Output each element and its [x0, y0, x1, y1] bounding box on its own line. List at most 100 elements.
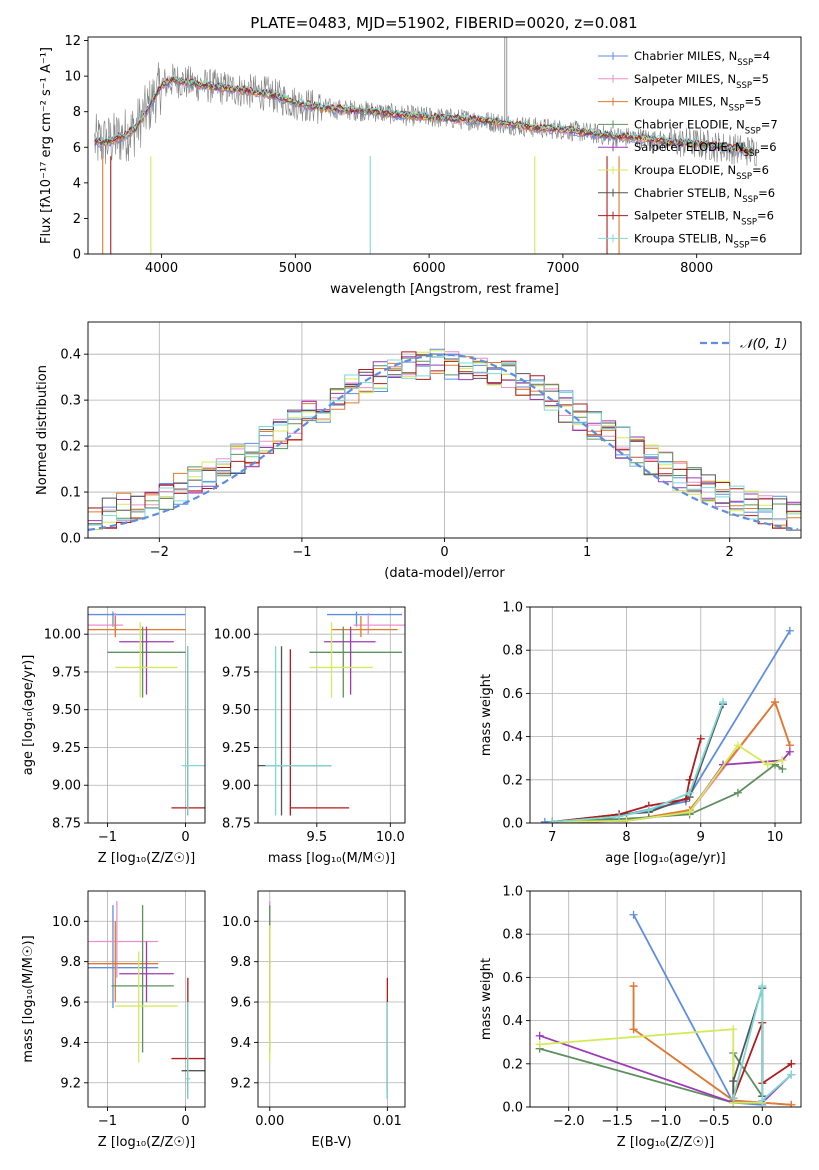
weight-point-marker — [787, 1070, 796, 1079]
y-axis-label: mass [log₁₀(M/M☉)] — [21, 935, 36, 1062]
y-tick-label: 9.50 — [52, 703, 81, 718]
x-tick-label: 7 — [548, 830, 556, 845]
x-tick-label: −1 — [292, 545, 311, 560]
weight-point-marker — [729, 1077, 738, 1086]
y-tick-label: 10.00 — [44, 628, 81, 643]
y-tick-label: 0.0 — [60, 532, 81, 547]
residuals-panel: −2 −1 0 1 2 0.0 0.1 0.2 0.3 0.4 (data-model)/error… — [35, 321, 802, 581]
y-axis-label: age [log₁₀(age/yr)] — [21, 655, 36, 776]
x-tick-label: −2.0 — [553, 1114, 585, 1129]
weight-point-marker — [729, 1094, 738, 1103]
weight-point-marker — [685, 775, 694, 784]
x-tick-label: −1.5 — [601, 1114, 633, 1129]
legend-label: 𝒩(0, 1) — [740, 337, 787, 352]
y-tick-label: 0.2 — [60, 440, 81, 455]
plot-frame — [257, 890, 406, 1108]
y-tick-label: 9.2 — [60, 1076, 81, 1091]
plot-frame — [257, 606, 406, 824]
weight-point-marker — [685, 808, 694, 817]
age-vs-Z-panel: −1 0 8.75 9.00 9.25 9.50 9.75 10.00 Z [log₁₀(Z/Z… — [21, 606, 206, 866]
x-tick-label: 10.0 — [376, 830, 405, 845]
weight-point-marker — [535, 1040, 544, 1049]
weight-series-line — [552, 701, 724, 823]
legend-label: Kroupa STELIB, NSSP=6 — [634, 231, 766, 250]
x-tick-label: 10 — [767, 830, 784, 845]
y-tick-label: 9.25 — [222, 741, 251, 756]
x-tick-label: −2 — [150, 545, 169, 560]
x-tick-label: 4000 — [145, 261, 178, 276]
histogram-step — [88, 351, 801, 538]
y-axis-label: Flux [fλ10⁻¹⁷ erg cm⁻² s⁻¹ A⁻¹] — [39, 47, 54, 244]
y-tick-label: 12 — [64, 34, 81, 49]
legend-label: Kroupa MILES, NSSP=5 — [634, 95, 761, 114]
y-tick-label: 9.00 — [52, 779, 81, 794]
spectrum-panel: 4000 5000 6000 7000 8000 0 2 4 6 8 10 12 wavelength … — [39, 34, 802, 297]
x-tick-label: 0.00 — [255, 1114, 284, 1129]
legend-label: Chabrier ELODIE, NSSP=7 — [634, 117, 778, 136]
y-tick-label: 4 — [73, 176, 81, 191]
weight-point-marker — [696, 734, 705, 743]
legend-label: Chabrier STELIB, NSSP=6 — [634, 186, 775, 205]
y-tick-label: 1.0 — [502, 885, 523, 900]
x-tick-label: 5000 — [279, 261, 312, 276]
x-tick-label: −1 — [98, 830, 117, 845]
x-tick-label: 8 — [622, 830, 630, 845]
weight-point-marker — [622, 816, 631, 823]
weight-point-marker — [615, 812, 624, 821]
weight-series-line — [552, 743, 783, 823]
x-axis-label: Z [log₁₀(Z/Z☉)] — [98, 1135, 195, 1150]
weight-vs-age-panel: 7 8 9 10 0.0 0.2 0.4 0.6 0.8 1.0 age [log₁₀(age/yr… — [479, 601, 802, 866]
y-tick-label: 0.0 — [502, 1101, 523, 1116]
y-tick-label: 9.2 — [230, 1076, 251, 1091]
legend-label: Salpeter ELODIE, NSSP=6 — [634, 140, 777, 159]
x-tick-label: 6000 — [413, 261, 446, 276]
weight-point-marker — [758, 1096, 767, 1105]
y-tick-label: 10.00 — [214, 628, 251, 643]
weight-point-marker — [785, 626, 794, 635]
weight-point-marker — [548, 817, 557, 823]
weight-point-marker — [685, 788, 694, 797]
y-tick-label: 9.8 — [60, 955, 81, 970]
weight-series-line — [552, 763, 783, 823]
model-spectrum-line — [94, 77, 754, 155]
y-tick-label: 8 — [73, 105, 81, 120]
y-tick-label: 0 — [73, 248, 81, 263]
y-tick-label: 10.0 — [222, 915, 251, 930]
y-tick-label: 9.6 — [60, 996, 81, 1011]
x-tick-label: 0 — [181, 830, 189, 845]
y-axis-label: mass weight — [479, 958, 494, 1040]
x-tick-label: 0.0 — [752, 1114, 773, 1129]
x-tick-label: −1.0 — [650, 1114, 682, 1129]
x-tick-label: 7000 — [546, 261, 579, 276]
weight-point-marker — [540, 817, 549, 823]
y-tick-label: 0.8 — [502, 928, 523, 943]
y-tick-label: 9.75 — [222, 665, 251, 680]
mass-vs-EBV-panel: 0.00 0.01 9.2 9.4 9.6 9.8 10.0 E(B-V) — [222, 890, 406, 1150]
x-tick-label: 9 — [697, 830, 705, 845]
x-axis-label: mass [log₁₀(M/M☉)] — [268, 851, 395, 866]
spectrum-plot-area — [94, 37, 757, 254]
x-axis-label: wavelength [Angstrom, rest frame] — [330, 282, 559, 297]
weight-point-marker — [787, 1059, 796, 1068]
y-tick-label: 0.0 — [502, 817, 523, 832]
y-tick-label: 0.4 — [60, 348, 81, 363]
residuals-plot-area — [88, 348, 801, 538]
age-vs-Z-plot-area — [88, 611, 205, 816]
weight-point-marker — [729, 1025, 738, 1034]
x-tick-label: 0 — [181, 1114, 189, 1129]
x-tick-label: 8000 — [680, 261, 713, 276]
weight-point-marker — [787, 1100, 796, 1107]
weight-point-marker — [778, 765, 787, 773]
y-tick-label: 9.25 — [52, 741, 81, 756]
plot-frame — [87, 321, 802, 539]
y-axis-label: Normed distribution — [35, 365, 50, 495]
y-tick-label: 1.0 — [502, 601, 523, 616]
legend-label: Chabrier MILES, NSSP=4 — [634, 49, 770, 68]
histogram-step — [88, 355, 801, 538]
y-tick-label: 0.4 — [502, 730, 523, 745]
legend-label: Kroupa ELODIE, NSSP=6 — [634, 163, 769, 182]
weight-series-line — [732, 985, 792, 1103]
weight-point-marker — [629, 982, 638, 991]
y-tick-label: 0.3 — [60, 394, 81, 409]
weight-vs-Z-panel: −2.0 −1.5 −1.0 −0.5 0.0 0.0 0.2 0.4 0.6 0.8 1.0 Z [… — [479, 885, 802, 1150]
